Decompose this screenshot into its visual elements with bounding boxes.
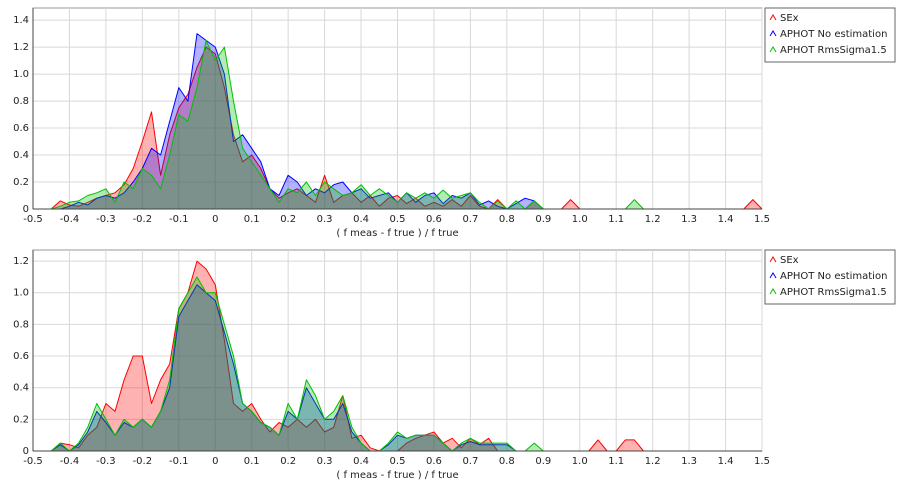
x-axis-label: ( f meas - f true ) / f true [336,470,458,481]
y-tick-label: 1.4 [13,15,29,26]
legend-marker [769,288,777,295]
x-tick-label: 0 [212,456,218,467]
y-tick-label: 0.2 [13,177,29,188]
x-tick-label: -0.2 [133,456,153,467]
x-tick-label: -0.5 [23,214,43,225]
y-tick-label: 0 [23,204,29,215]
y-tick-label: 0.8 [13,96,29,107]
x-tick-label: -0.3 [96,456,116,467]
x-tick-label: 1.4 [718,456,734,467]
x-tick-label: 0.3 [317,214,333,225]
x-tick-label: 0.4 [353,456,369,467]
x-tick-label: 0.5 [390,456,406,467]
legend-label: APHOT RmsSigma1.5 [780,287,887,298]
legend-marker [769,14,777,21]
x-tick-label: -0.4 [60,214,80,225]
legend-marker [769,46,777,53]
x-tick-label: 1.2 [645,214,661,225]
x-tick-label: 1.1 [608,214,624,225]
x-tick-label: 1.4 [718,214,734,225]
legend-box [764,249,896,305]
x-tick-label: 0.1 [244,214,260,225]
legend-marker [769,272,777,279]
x-tick-label: 1.0 [572,214,588,225]
x-tick-label: -0.1 [169,214,189,225]
y-tick-label: 0.2 [13,414,29,425]
x-tick-label: -0.3 [96,214,116,225]
x-tick-label: 0.4 [353,214,369,225]
series-area [33,39,762,210]
x-tick-label: 0.8 [499,214,515,225]
y-tick-label: 0.6 [13,123,29,134]
y-tick-label: 0 [23,446,29,457]
x-tick-label: 0 [212,214,218,225]
legend-label: APHOT No estimation [780,271,887,282]
x-tick-label: 1.5 [754,456,770,467]
x-tick-label: -0.5 [23,456,43,467]
y-tick-label: 0.4 [13,150,29,161]
x-tick-label: 1.3 [681,214,697,225]
x-tick-label: 0.6 [426,214,442,225]
legend-label: APHOT RmsSigma1.5 [780,45,887,56]
x-tick-label: -0.1 [169,456,189,467]
x-tick-label: 0.2 [280,456,296,467]
legend-label: APHOT No estimation [780,29,887,40]
legend-marker [769,30,777,37]
y-tick-label: 1.2 [13,256,29,267]
y-tick-label: 0.8 [13,319,29,330]
x-tick-label: 1.0 [572,456,588,467]
legend-label: SEx [780,13,799,24]
y-tick-label: 0.4 [13,383,29,394]
x-tick-label: 1.5 [754,214,770,225]
x-tick-label: -0.4 [60,456,80,467]
x-tick-label: 0.7 [462,214,478,225]
legend-label: SEx [780,255,799,266]
y-tick-label: 0.6 [13,351,29,362]
x-tick-label: 0.1 [244,456,260,467]
x-tick-label: 0.9 [535,214,551,225]
x-tick-label: 1.3 [681,456,697,467]
x-tick-label: -0.2 [133,214,153,225]
x-tick-label: 0.5 [390,214,406,225]
x-tick-label: 1.1 [608,456,624,467]
x-tick-label: 0.8 [499,456,515,467]
legend-box [764,7,896,63]
x-tick-label: 0.7 [462,456,478,467]
y-tick-label: 1.0 [13,288,29,299]
y-tick-label: 1.2 [13,42,29,53]
x-axis-label: ( f meas - f true ) / f true [336,228,458,239]
x-tick-label: 0.2 [280,214,296,225]
legend-marker [769,256,777,263]
x-tick-label: 0.3 [317,456,333,467]
x-tick-label: 0.6 [426,456,442,467]
x-tick-label: 1.2 [645,456,661,467]
x-tick-label: 0.9 [535,456,551,467]
y-tick-label: 1.0 [13,69,29,80]
